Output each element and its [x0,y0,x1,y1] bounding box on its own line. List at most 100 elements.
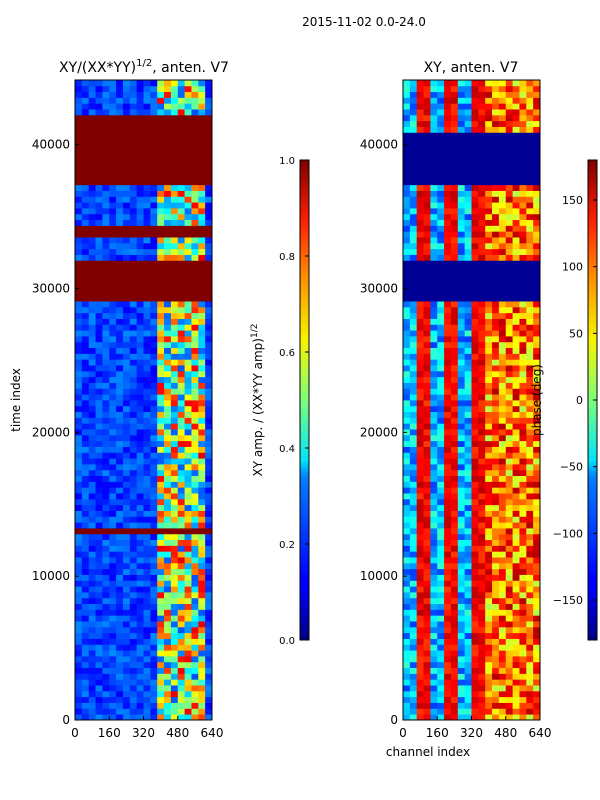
heatmap-cell [164,237,172,244]
heatmap-cell [177,365,185,372]
heatmap-cell [457,661,466,669]
heatmap-cell [122,452,131,459]
heatmap-cell [512,149,520,157]
heatmap-cell [505,603,513,610]
heatmap-cell [464,91,472,98]
heatmap-cell [184,301,192,308]
heatmap-cell [75,690,83,698]
heatmap-cell [444,464,452,471]
heatmap-cell [498,330,507,337]
heatmap-cell [526,225,534,232]
heatmap-cell [184,481,192,488]
heatmap-cell [471,237,479,244]
heatmap-cell [471,516,479,523]
heatmap-cell [423,126,431,133]
heatmap-cell [150,696,158,703]
heatmap-cell [198,592,206,599]
heatmap-cell [191,178,199,186]
heatmap-cell [478,702,486,709]
heatmap-cell [416,114,424,122]
heatmap-cell [136,144,144,151]
heatmap-cell [498,394,507,401]
heatmap-cell [191,487,199,494]
heatmap-cell [492,458,500,465]
heatmap-cell [403,621,411,628]
heatmap-cell [437,609,445,616]
heatmap-cell [191,411,199,418]
heatmap-cell [170,487,179,494]
heatmap-cell [505,114,513,122]
heatmap-cell [143,359,151,366]
heatmap-cell [205,533,213,541]
heatmap-cell [526,365,534,372]
heatmap-cell [403,295,411,302]
heatmap-cell [95,219,103,226]
heatmap-cell [184,219,192,226]
heatmap-cell [430,365,438,372]
heatmap-cell [81,231,90,238]
heatmap-cell [457,586,466,593]
heatmap-cell [198,539,206,546]
heatmap-cell [81,609,90,616]
heatmap-cell [492,353,500,360]
heatmap-cell [102,533,110,541]
heatmap-cell [205,458,213,465]
heatmap-cell [191,353,199,360]
heatmap-cell [471,359,479,366]
heatmap-cell [205,557,213,564]
heatmap-cell [157,685,165,692]
heatmap-cell [122,353,131,360]
heatmap-cell [444,638,452,645]
heatmap-cell [191,283,199,290]
heatmap-cell [170,231,179,238]
heatmap-cell [81,702,90,709]
heatmap-cell [498,714,507,721]
heatmap-cell [444,138,452,145]
heatmap-cell [136,609,144,616]
heatmap-cell [198,237,206,244]
heatmap-cell [102,103,110,110]
heatmap-cell [498,638,507,645]
heatmap-cell [437,510,445,517]
heatmap-cell [423,650,431,657]
heatmap-cell [205,568,213,575]
heatmap-cell [157,103,165,110]
heatmap-cell [409,504,418,511]
heatmap-cell [81,708,90,715]
heatmap-cell [205,551,213,558]
heatmap-cell [116,429,124,436]
heatmap-cell [116,312,124,319]
heatmap-cell [478,464,486,471]
heatmap-cell [177,324,185,331]
heatmap-cell [136,667,144,674]
heatmap-cell [464,400,472,407]
heatmap-cell [177,394,185,401]
heatmap-cell [116,656,124,663]
heatmap-cell [164,638,172,645]
heatmap-cell [519,615,527,622]
heatmap-cell [485,580,493,587]
heatmap-cell [102,283,110,290]
heatmap-cell [157,149,165,157]
heatmap-cell [75,202,83,209]
heatmap-cell [164,301,172,308]
heatmap-cell [157,365,165,372]
heatmap-cell [464,382,472,389]
heatmap-cell [526,644,534,651]
heatmap-cell [464,376,472,383]
heatmap-cell [457,510,466,517]
heatmap-cell [485,202,493,209]
heatmap-cell [519,673,527,680]
heatmap-cell [464,498,472,506]
heatmap-cell [492,615,500,622]
heatmap-cell [109,103,117,110]
heatmap-cell [184,184,192,191]
heatmap-cell [88,231,96,238]
heatmap-cell [526,312,534,319]
heatmap-cell [423,248,431,255]
heatmap-cell [129,213,138,221]
heatmap-cell [129,609,138,616]
heatmap-cell [95,161,103,168]
heatmap-cell [512,167,520,174]
heatmap-cell [409,289,418,296]
